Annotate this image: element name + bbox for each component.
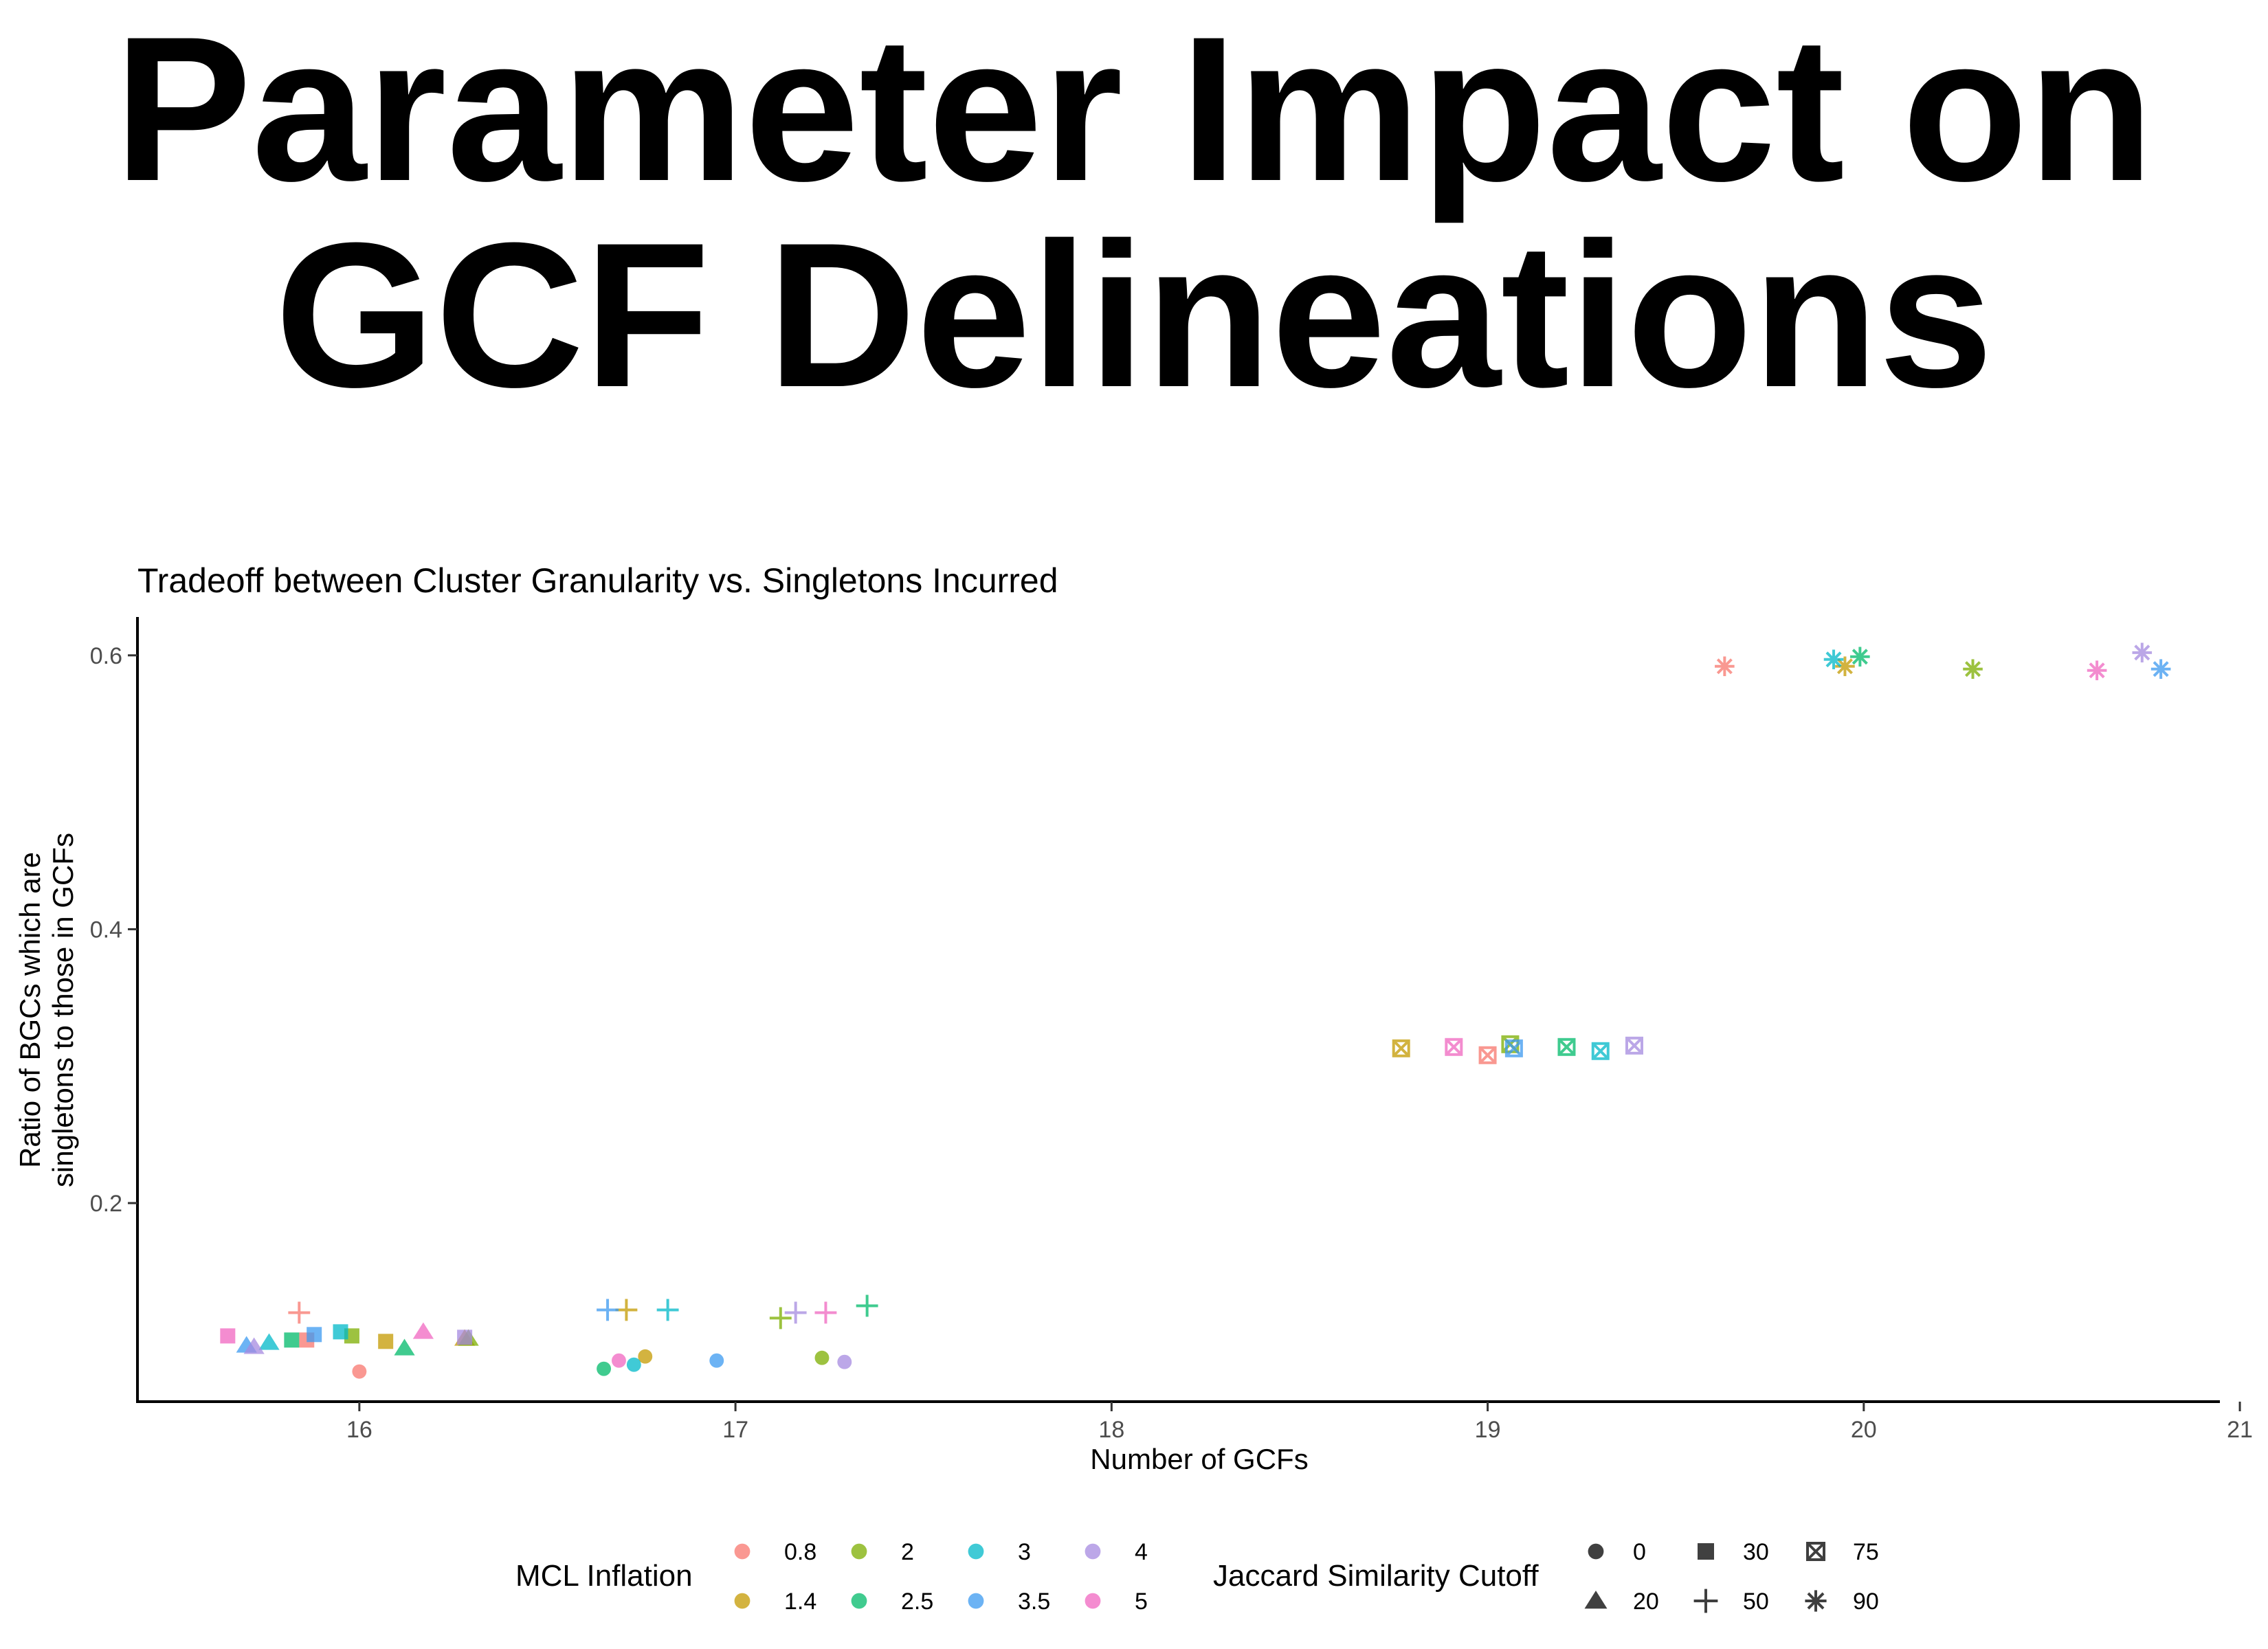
- data-point-90-2.5: [1850, 647, 1870, 667]
- y-tick-label: 0.2: [90, 1191, 122, 1217]
- data-point-50-2.5: [856, 1294, 878, 1317]
- data-point-0-3.5: [709, 1353, 724, 1368]
- data-point-75-1.4: [1392, 1039, 1410, 1057]
- data-point-0-0.8: [352, 1364, 367, 1379]
- color-legend-label: 0.8: [784, 1539, 816, 1565]
- data-point-75-3.5: [1504, 1039, 1523, 1057]
- data-point-0-2.5: [597, 1361, 612, 1376]
- color-legend: 0.8 1.4 2 2.5 3 3.5 4 5: [734, 1539, 1148, 1615]
- shape-legend-label: 30: [1743, 1539, 1769, 1565]
- x-tick-label: 20: [1851, 1417, 1877, 1443]
- data-point-75-5: [1445, 1037, 1463, 1056]
- data-point-75-3: [1591, 1042, 1610, 1060]
- y-axis-title: Ratio of BGCs which are singletons to th…: [14, 833, 79, 1187]
- x-tick-label: 19: [1475, 1417, 1501, 1443]
- data-point-0-5: [612, 1353, 626, 1368]
- color-legend-key: [734, 1593, 751, 1609]
- shape-legend-label: 0: [1633, 1539, 1646, 1565]
- data-point-0-4: [837, 1354, 852, 1369]
- data-point-90-2: [1963, 659, 1983, 680]
- data-point-50-1.4: [615, 1299, 638, 1321]
- shape-legend-key-plus-icon: [1693, 1589, 1718, 1613]
- data-point-20-4: [243, 1337, 265, 1354]
- shape-legend-key-square-icon: [1698, 1543, 1714, 1560]
- data-point-20-5: [412, 1322, 434, 1339]
- data-point-75-2.5: [1557, 1037, 1576, 1056]
- y-axis-title-line-1: Ratio of BGCs which are: [14, 852, 46, 1168]
- shape-legend: 0 20 30 50 75 90: [1584, 1539, 1879, 1615]
- color-legend-label: 3: [1018, 1539, 1031, 1565]
- color-legend-key: [851, 1593, 867, 1609]
- shape-legend-key-circle-icon: [1588, 1543, 1604, 1560]
- data-point-30-5: [220, 1328, 236, 1344]
- shape-legend-key-asterisk-icon: [1805, 1590, 1827, 1612]
- data-point-30-4: [457, 1330, 473, 1345]
- x-tick-label: 21: [2227, 1417, 2253, 1443]
- page-title: Parameter Impact on GCF Delineations: [0, 0, 2268, 418]
- data-point-30-2.5: [284, 1332, 300, 1348]
- shape-legend-label: 50: [1743, 1589, 1769, 1615]
- x-axis-ticks: 16 17 18 19 20 21: [346, 1402, 2253, 1443]
- data-point-50-3.5: [597, 1299, 619, 1321]
- y-tick-label: 0.4: [90, 917, 122, 943]
- color-legend-title: MCL Inflation: [515, 1559, 693, 1593]
- data-point-0-2: [814, 1350, 830, 1365]
- page-title-line-2: GCF Delineations: [274, 199, 1994, 430]
- color-legend-label: 2: [901, 1539, 914, 1565]
- color-legend-key: [734, 1543, 751, 1560]
- y-axis-title-line-2: singletons to those in GCFs: [47, 833, 79, 1187]
- data-point-90-3.5: [2150, 659, 2171, 680]
- color-legend-key: [968, 1543, 984, 1560]
- color-legend-label: 5: [1135, 1589, 1148, 1615]
- data-point-0-1.4: [638, 1349, 653, 1364]
- data-point-20-2.5: [394, 1338, 415, 1356]
- data-point-0-3: [626, 1357, 641, 1372]
- data-point-50-5: [814, 1301, 837, 1324]
- shape-legend-label: 75: [1853, 1539, 1879, 1565]
- data-point-50-3: [656, 1299, 679, 1321]
- shape-legend-key-triangle-icon: [1584, 1591, 1608, 1609]
- data-point-90-1.4: [1835, 656, 1855, 677]
- data-point-90-5: [2087, 660, 2107, 681]
- x-tick-label: 18: [1098, 1417, 1124, 1443]
- data-point-75-0.8: [1478, 1046, 1497, 1064]
- x-tick-label: 17: [722, 1417, 748, 1443]
- data-point-20-3: [258, 1333, 280, 1350]
- shape-legend-title: Jaccard Similarity Cutoff: [1213, 1559, 1539, 1593]
- color-legend-label: 2.5: [901, 1589, 933, 1615]
- shape-legend-key-boxx-icon: [1806, 1542, 1825, 1561]
- data-point-90-4: [2132, 642, 2153, 663]
- color-legend-key: [968, 1593, 984, 1609]
- shape-legend-label: 20: [1633, 1589, 1659, 1615]
- data-point-90-0.8: [1715, 656, 1735, 677]
- y-axis-ticks: 0.2 0.4 0.6: [90, 643, 137, 1217]
- x-axis-title: Number of GCFs: [1090, 1443, 1308, 1475]
- data-point-90-3: [1823, 649, 1844, 670]
- shape-legend-label: 90: [1853, 1589, 1879, 1615]
- x-tick-label: 16: [346, 1417, 373, 1443]
- color-legend-label: 4: [1135, 1539, 1148, 1565]
- page-title-line-1: Parameter Impact on: [114, 0, 2154, 224]
- data-point-30-3: [333, 1324, 348, 1340]
- data-point-50-4: [784, 1301, 807, 1324]
- data-point-30-1.4: [378, 1334, 394, 1349]
- data-point-30-3.5: [307, 1327, 322, 1343]
- data-point-50-0.8: [288, 1301, 311, 1324]
- color-legend-key: [1085, 1543, 1101, 1560]
- color-legend-key: [851, 1543, 867, 1560]
- color-legend-label: 1.4: [784, 1589, 816, 1615]
- color-legend-key: [1085, 1593, 1101, 1609]
- y-tick-label: 0.6: [90, 643, 122, 669]
- data-point-75-4: [1625, 1036, 1644, 1055]
- data-point-50-2: [769, 1307, 792, 1330]
- plot-points: [220, 642, 2171, 1379]
- color-legend-label: 3.5: [1018, 1589, 1050, 1615]
- chart-subtitle: Tradeoff between Cluster Granularity vs.…: [137, 561, 1058, 600]
